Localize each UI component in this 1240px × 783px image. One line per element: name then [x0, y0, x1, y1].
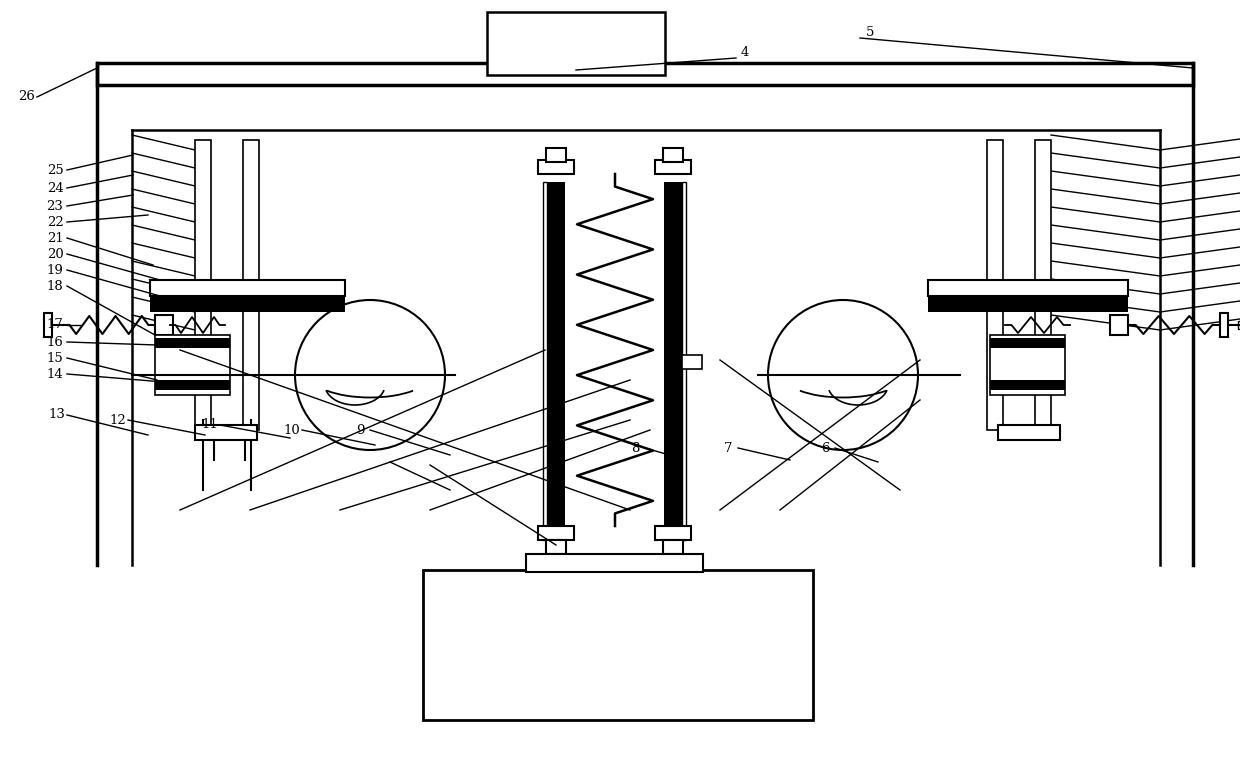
Text: 17: 17 — [47, 319, 63, 331]
Bar — [663, 540, 683, 554]
Bar — [97, 63, 1193, 85]
Bar — [546, 540, 565, 554]
Bar — [928, 280, 1128, 296]
Bar — [990, 335, 1065, 395]
Bar — [990, 380, 1065, 390]
Bar — [195, 140, 211, 430]
Bar — [538, 160, 574, 174]
Bar — [1238, 321, 1240, 329]
Bar — [150, 280, 345, 296]
Bar — [543, 182, 547, 540]
Text: 20: 20 — [47, 247, 63, 261]
Text: 15: 15 — [47, 352, 63, 365]
Bar — [538, 526, 574, 540]
Text: 21: 21 — [47, 232, 63, 244]
Text: 5: 5 — [866, 26, 874, 38]
Text: 23: 23 — [47, 200, 63, 212]
Bar — [682, 355, 702, 369]
Bar — [155, 315, 174, 335]
Text: 18: 18 — [47, 280, 63, 293]
Text: 6: 6 — [821, 442, 830, 454]
Bar — [1220, 313, 1228, 337]
Bar — [1035, 140, 1052, 430]
Text: 22: 22 — [47, 215, 63, 229]
Bar — [487, 12, 665, 75]
Text: 12: 12 — [109, 413, 126, 427]
Text: 9: 9 — [356, 424, 365, 436]
Bar — [655, 160, 691, 174]
Bar — [663, 148, 683, 162]
Text: 8: 8 — [631, 442, 639, 454]
Bar — [663, 182, 682, 540]
Text: 7: 7 — [724, 442, 733, 454]
Text: 13: 13 — [48, 409, 66, 421]
Bar — [155, 380, 229, 390]
Text: 25: 25 — [47, 164, 63, 176]
Bar — [150, 296, 345, 312]
Text: 26: 26 — [19, 91, 36, 103]
Bar — [243, 140, 259, 430]
Bar — [547, 182, 565, 540]
Bar — [195, 425, 257, 440]
Bar — [1110, 315, 1128, 335]
Bar — [526, 554, 703, 572]
Bar — [423, 570, 813, 720]
Bar — [155, 338, 229, 348]
Bar — [682, 182, 686, 540]
Text: 24: 24 — [47, 182, 63, 194]
Bar — [998, 425, 1060, 440]
Text: 4: 4 — [740, 46, 749, 60]
Bar — [546, 148, 565, 162]
Text: 16: 16 — [47, 335, 63, 348]
Bar — [990, 338, 1065, 348]
Bar — [155, 335, 229, 395]
Text: 10: 10 — [284, 424, 300, 436]
Bar — [987, 140, 1003, 430]
Text: 14: 14 — [47, 367, 63, 381]
Bar — [928, 296, 1128, 312]
Text: 11: 11 — [202, 418, 218, 431]
Text: 19: 19 — [47, 264, 63, 276]
Bar — [43, 313, 52, 337]
Bar — [655, 526, 691, 540]
